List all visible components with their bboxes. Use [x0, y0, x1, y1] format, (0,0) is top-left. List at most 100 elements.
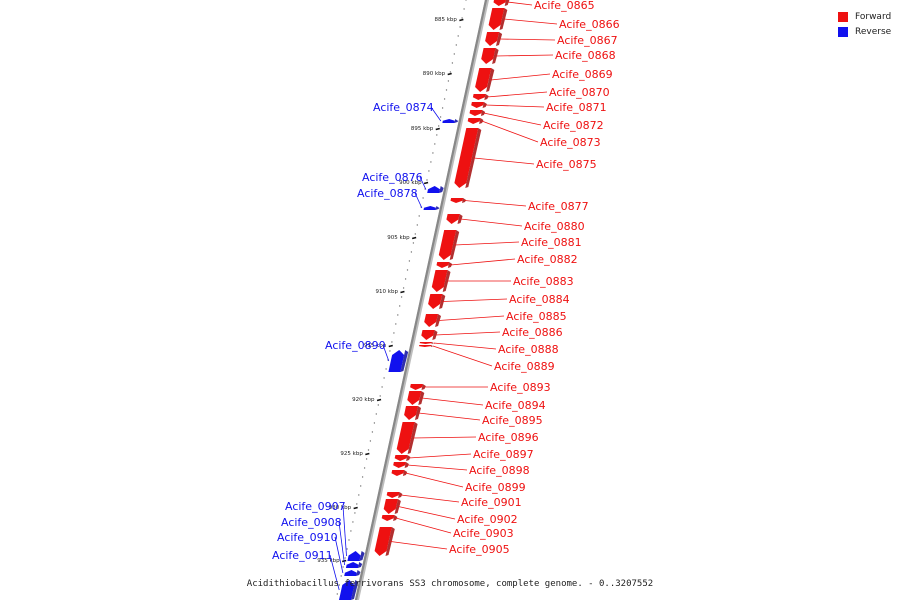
gene-arrow — [345, 562, 359, 568]
ruler-dot — [410, 251, 413, 253]
gene-arrow — [471, 102, 484, 108]
label-leader-line — [334, 536, 344, 574]
ruler-dot — [453, 53, 455, 55]
gene-arrow-shade — [404, 462, 409, 468]
label-leader-line — [435, 331, 501, 336]
label-leader-line — [442, 298, 508, 302]
ruler-tick — [435, 127, 440, 131]
gene-feature — [386, 492, 403, 498]
ruler-dot — [428, 170, 430, 172]
gene-arrow-shade — [465, 128, 482, 188]
gene-arrow — [374, 527, 392, 556]
ruler-dot — [400, 296, 403, 298]
gene-label: Acife_0880 — [524, 220, 585, 233]
gene-label: Acife_0868 — [555, 49, 616, 62]
gene-arrow-shade — [415, 406, 421, 420]
gene-label: Acife_0871 — [546, 101, 607, 114]
ruler-dot — [385, 368, 387, 370]
gene-arrow-shade — [421, 384, 426, 390]
ruler-dot — [426, 179, 428, 181]
ruler-dot — [381, 386, 383, 388]
gene-label: Acife_0888 — [498, 343, 559, 356]
gene-feature — [454, 128, 482, 188]
gene-labels: Acife_0865 Acife_0866 Acife_0867 Acife_0868… — [272, 0, 620, 591]
ruler-dot — [439, 116, 442, 118]
gene-feature — [438, 230, 460, 260]
gene-feature — [423, 206, 440, 210]
gene-features — [339, 0, 510, 600]
gene-arrow-shade — [351, 580, 359, 600]
gene-feature — [339, 580, 359, 600]
label-leader-line — [485, 104, 545, 108]
label-leader-line — [338, 521, 345, 566]
gene-arrow-shade — [486, 68, 495, 92]
gene-label: Acife_0889 — [494, 360, 555, 373]
gene-arrow — [394, 455, 408, 461]
label-leader-line — [342, 505, 347, 557]
ruler-dot — [432, 152, 434, 154]
gene-arrow-shade — [482, 102, 487, 108]
gene-arrow-shade — [435, 206, 440, 210]
gene-feature — [345, 562, 363, 568]
ruler-dot — [457, 35, 459, 37]
gene-arrow-shade — [457, 214, 463, 224]
ruler-dot — [418, 215, 420, 217]
ruler-tick-label: 885 kbp — [434, 17, 457, 23]
gene-arrow-shade — [385, 527, 395, 556]
label-leader-line — [421, 397, 484, 406]
gene-arrow — [347, 551, 361, 561]
ruler-tick-label: 905 kbp — [387, 235, 410, 241]
gene-arrow-shade — [393, 515, 398, 521]
label-leader-line — [395, 517, 452, 534]
ruler-dot — [416, 224, 418, 226]
ruler-tick — [388, 344, 393, 348]
ruler-dot — [358, 494, 360, 496]
label-leader-line — [499, 38, 556, 41]
gene-arrow — [393, 462, 406, 468]
label-leader-line — [430, 106, 442, 122]
gene-feature — [472, 94, 489, 100]
gene-arrow-shade — [398, 492, 403, 498]
gene-arrow-shade — [439, 186, 444, 193]
gene-arrow — [438, 230, 457, 260]
ruler-tick — [400, 290, 405, 294]
gene-feature — [446, 214, 463, 224]
ruler-dot — [365, 458, 368, 460]
ruler-dot — [360, 485, 362, 487]
ruler-tick-label: 910 kbp — [376, 289, 399, 295]
ruler-dot — [404, 278, 407, 280]
ruler-dot — [391, 341, 393, 343]
gene-label: Acife_0902 — [457, 513, 518, 526]
gene-arrow-shade — [418, 391, 425, 405]
forward-swatch — [838, 11, 848, 22]
gene-feature — [481, 48, 499, 64]
ruler-tick-label: 930 kbp — [329, 505, 352, 511]
gene-label: Acife_0873 — [540, 136, 601, 149]
gene-feature — [467, 118, 484, 124]
ruler-dot — [340, 575, 342, 577]
ruler-dot — [395, 323, 397, 325]
ruler-dot — [350, 530, 352, 532]
gene-arrow — [419, 345, 432, 347]
gene-feature — [393, 462, 409, 468]
gene-feature — [424, 314, 441, 327]
gene-feature — [394, 455, 411, 461]
gene-feature — [388, 350, 409, 372]
ruler-tick-label: 920 kbp — [352, 397, 375, 403]
ruler-dot — [379, 395, 381, 397]
gene-arrow — [488, 8, 505, 30]
gene-arrow — [469, 110, 483, 116]
ruler-dot — [354, 512, 356, 514]
ruler-dot — [393, 332, 395, 334]
gene-arrow-shade — [480, 110, 486, 116]
ruler-dot — [344, 557, 346, 559]
gene-feature — [344, 570, 361, 576]
gene-label: Acife_0875 — [536, 158, 597, 171]
gene-label: Acife_0877 — [528, 200, 589, 213]
ruler-dot — [389, 350, 391, 352]
gene-label: Acife_0870 — [549, 86, 610, 99]
gene-feature — [383, 499, 401, 514]
gene-arrow — [381, 515, 395, 521]
gene-arrow — [404, 406, 418, 420]
gene-label: Acife_0908 — [281, 516, 342, 529]
